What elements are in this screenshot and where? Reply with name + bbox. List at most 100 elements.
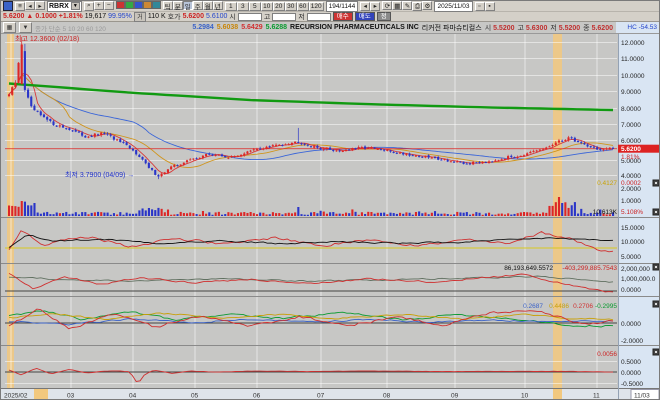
- volume-bar: [58, 213, 61, 216]
- close-icon[interactable]: ▪: [484, 1, 495, 11]
- ticker-combo[interactable]: RBRX ▼: [47, 1, 82, 12]
- volume-bar: [205, 213, 208, 216]
- line-chart-icon[interactable]: [124, 1, 134, 9]
- period-button-주[interactable]: 주: [192, 1, 203, 11]
- zoom-in-icon[interactable]: +: [93, 1, 104, 11]
- candle-body: [211, 154, 214, 156]
- settings-icon[interactable]: ⚙: [422, 1, 433, 10]
- volume-bar: [252, 213, 255, 216]
- period-button-월[interactable]: 월: [202, 1, 213, 11]
- volume-ratio: 99.95%: [108, 13, 132, 20]
- interval-button-10[interactable]: 10: [260, 1, 273, 11]
- volume-bar: [596, 212, 599, 216]
- chart-dropdown-button[interactable]: ▼: [19, 22, 32, 33]
- print-icon[interactable]: ⎙: [412, 2, 423, 11]
- interval-button-20[interactable]: 20: [272, 1, 285, 11]
- period-button-틱[interactable]: 틱: [162, 1, 173, 11]
- volume-bar: [265, 214, 268, 216]
- chart-label: 86,193,649.5572: [504, 265, 553, 272]
- volume-bar: [586, 214, 589, 216]
- volume-bar: [392, 213, 395, 216]
- pane-menu-icon-dot: [655, 303, 657, 305]
- forward-icon[interactable]: ▸: [35, 1, 45, 11]
- candle-body: [268, 146, 271, 148]
- volume-bar: [484, 213, 487, 216]
- refresh-icon[interactable]: ⟳: [382, 1, 393, 10]
- volume-bar: [198, 214, 201, 216]
- volume-bar: [240, 212, 243, 216]
- period-button-일[interactable]: 일: [182, 1, 193, 11]
- modify-button[interactable]: 정: [376, 12, 391, 21]
- interval-button-3[interactable]: 3: [236, 1, 249, 11]
- period-button-년[interactable]: 년: [212, 1, 223, 11]
- interval-button-60[interactable]: 60: [296, 1, 309, 11]
- candle-body: [147, 162, 150, 168]
- volume-bar: [233, 214, 236, 216]
- ohlc-item: 고 5.6300: [517, 24, 548, 32]
- trade-box[interactable]: 거: [133, 11, 146, 22]
- grid-icon[interactable]: ▦: [392, 1, 403, 10]
- volume-bar: [373, 213, 376, 216]
- candle-chart-icon[interactable]: [115, 1, 125, 9]
- volume-bar: [17, 206, 20, 216]
- volume-bar: [81, 212, 84, 216]
- candle-body: [214, 155, 217, 157]
- stock-name-en: RECURSION PHARMACEUTICALS INC: [290, 24, 419, 31]
- toolbar-left-icons: ≡ ◂ ▸: [15, 1, 45, 11]
- bar-chart-icon[interactable]: [133, 1, 143, 9]
- prev-bar-icon[interactable]: ◂: [360, 1, 371, 11]
- volume-bar: [322, 211, 325, 216]
- volume-bar: [389, 212, 392, 216]
- back-icon[interactable]: ◂: [25, 1, 35, 11]
- candle-body: [453, 161, 456, 163]
- candle-body: [74, 130, 77, 132]
- chart-canvas[interactable]: 최고 12.3600 (02/18) 최저 3.7900 (04/09) → 12.…: [1, 34, 660, 400]
- chevron-down-icon[interactable]: ▼: [70, 2, 80, 10]
- candle-body: [383, 149, 386, 151]
- volume-value: 19,617: [84, 13, 107, 20]
- open-input[interactable]: [237, 12, 262, 21]
- zoom-out-icon[interactable]: −: [103, 1, 114, 11]
- interval-button-5[interactable]: 5: [248, 1, 261, 11]
- pane4-blue-line: [9, 318, 614, 326]
- candle-body: [497, 160, 500, 162]
- chart-label: 0.4127: [597, 180, 617, 187]
- volume-bar: [284, 213, 287, 216]
- high-input[interactable]: [272, 12, 297, 21]
- volume-bar: [290, 213, 294, 216]
- search-icon[interactable]: ⌕: [83, 1, 94, 11]
- volume-bar: [497, 213, 500, 216]
- area-chart-icon[interactable]: [142, 1, 152, 9]
- edit-icon[interactable]: ✎: [402, 1, 413, 10]
- low-input[interactable]: [306, 12, 331, 21]
- volume-bar: [341, 213, 344, 216]
- volume-bar: [583, 213, 586, 216]
- volume-bar: [395, 213, 398, 216]
- chart-label: 15.0000: [621, 225, 645, 232]
- date-field[interactable]: 2025/11/03: [434, 1, 473, 12]
- candle-body: [182, 162, 185, 165]
- chart-label: 0.2687: [523, 303, 543, 310]
- interval-button-1[interactable]: 1: [224, 1, 237, 11]
- chart-label: 10.0000: [621, 73, 645, 80]
- chart-settings-button[interactable]: ▦: [3, 22, 16, 33]
- interval-button-120[interactable]: 120: [308, 1, 324, 11]
- interval-button-30[interactable]: 30: [284, 1, 297, 11]
- candle-body: [274, 144, 278, 146]
- sell-button[interactable]: 매도: [354, 12, 375, 21]
- volume-bar: [567, 207, 570, 216]
- mixed-chart-icon[interactable]: [151, 1, 161, 9]
- period-button-분[interactable]: 분: [172, 1, 183, 11]
- menu-icon[interactable]: ≡: [15, 1, 25, 11]
- minimize-icon[interactable]: ▫: [474, 1, 485, 11]
- volume-bar: [176, 214, 179, 216]
- volume-bar: [316, 213, 319, 216]
- volume-bar: [100, 212, 103, 216]
- candle-body: [65, 128, 68, 130]
- volume-bar: [545, 212, 548, 216]
- next-bar-icon[interactable]: ▸: [370, 1, 381, 11]
- long-ma-line: [8, 82, 614, 112]
- current-price-badge: [618, 144, 659, 153]
- candle-body: [252, 149, 255, 151]
- buy-button[interactable]: 매수: [332, 12, 353, 21]
